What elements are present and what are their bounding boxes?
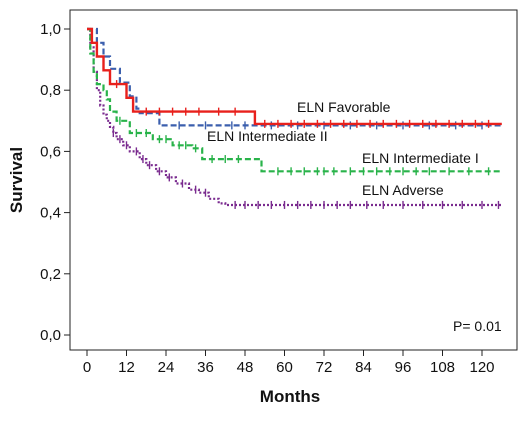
y-tick-label: 0,6 <box>40 143 61 160</box>
series-layer <box>87 27 502 209</box>
y-tick-label: 0,2 <box>40 266 61 283</box>
x-tick-label: 12 <box>118 359 135 376</box>
x-tick-label: 36 <box>197 359 214 376</box>
x-tick-label: 0 <box>83 359 91 376</box>
y-axis-title: Survival <box>7 147 26 213</box>
plot-area <box>70 10 517 350</box>
x-tick-label: 120 <box>469 359 494 376</box>
series-line-eln-favorable <box>87 27 502 126</box>
series-line-eln-intermediate-ii <box>87 27 502 127</box>
x-axis-title: Months <box>260 387 320 406</box>
x-tick-label: 84 <box>355 359 372 376</box>
y-tick-label: 0,8 <box>40 82 61 99</box>
plot-frame <box>69 9 518 351</box>
y-tick-label: 0,0 <box>40 327 61 344</box>
x-tick-label: 24 <box>158 359 175 376</box>
series-label-adverse: ELN Adverse <box>362 182 444 198</box>
series-label-intermediate-i: ELN Intermediate I <box>362 150 479 166</box>
y-tick-label: 1,0 <box>40 21 61 38</box>
x-tick-label: 96 <box>395 359 412 376</box>
x-tick-label: 60 <box>276 359 293 376</box>
axes: 0,0 0,2 0,4 0,6 0,8 1,0 0 12 24 36 48 60 72 84 96 108 12… <box>40 9 518 376</box>
y-tick-label: 0,4 <box>40 205 61 222</box>
p-value-annotation: P= 0.01 <box>453 318 502 334</box>
series-label-intermediate-ii: ELN Intermediate II <box>207 128 328 144</box>
x-tick-label: 108 <box>430 359 455 376</box>
series-line-eln-intermediate-i <box>87 27 502 173</box>
x-tick-label: 48 <box>237 359 254 376</box>
x-tick-label: 72 <box>316 359 333 376</box>
series-line-eln-adverse <box>87 27 502 207</box>
series-label-favorable: ELN Favorable <box>297 99 391 115</box>
